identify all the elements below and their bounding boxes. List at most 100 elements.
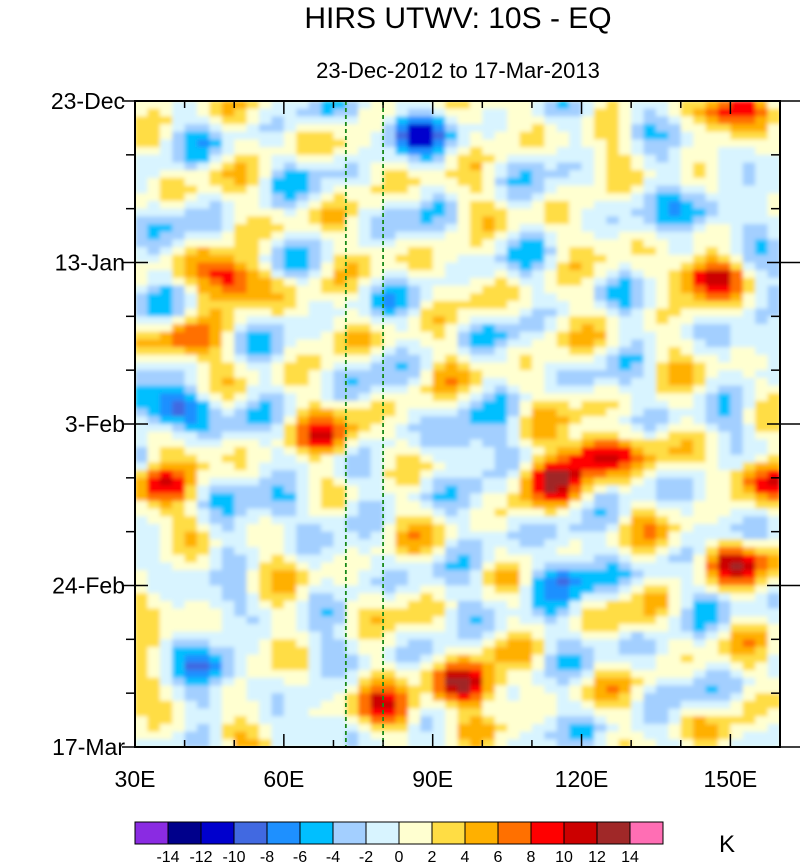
heatmap-cell [445, 470, 459, 479]
heatmap-cell [395, 247, 409, 256]
heatmap-cell [420, 424, 434, 433]
heatmap-cell [581, 193, 595, 202]
heatmap-cell [345, 424, 359, 433]
heatmap-cell [271, 331, 285, 340]
heatmap-cell [668, 516, 682, 525]
heatmap-cell [569, 639, 583, 648]
heatmap-cell [569, 177, 583, 187]
heatmap-cell [420, 554, 434, 564]
heatmap-cell [482, 154, 496, 164]
heatmap-cell [234, 385, 248, 394]
heatmap-cell [333, 439, 347, 448]
heatmap-cell [159, 154, 173, 164]
heatmap-cell [581, 477, 595, 487]
heatmap-cell [519, 370, 533, 379]
heatmap-cell [271, 308, 285, 317]
heatmap-cell [457, 270, 471, 279]
heatmap-cell [693, 585, 707, 594]
heatmap-cell [283, 377, 297, 387]
heatmap-cell [135, 662, 148, 671]
heatmap-cell [370, 224, 384, 233]
heatmap-cell [345, 470, 359, 479]
heatmap-cell [631, 462, 645, 471]
heatmap-cell [184, 554, 198, 564]
heatmap-cell [259, 462, 273, 471]
heatmap-cell [717, 600, 731, 610]
heatmap-cell [147, 208, 161, 217]
heatmap-cell [755, 608, 769, 617]
heatmap-cell [606, 623, 620, 633]
heatmap-cell [519, 124, 533, 133]
heatmap-cell [283, 147, 297, 156]
heatmap-cell [445, 608, 459, 617]
heatmap-cell [383, 393, 397, 402]
heatmap-cell [221, 693, 235, 702]
heatmap-cell [680, 470, 694, 479]
heatmap-cell [544, 700, 558, 710]
heatmap-cell [147, 647, 161, 656]
heatmap-cell [519, 362, 533, 371]
heatmap-cell [271, 385, 285, 394]
heatmap-cell [358, 485, 372, 494]
heatmap-cell [593, 177, 607, 187]
heatmap-cell [308, 600, 322, 610]
heatmap-cell [147, 385, 161, 394]
heatmap-cell [308, 547, 322, 556]
heatmap-cell [234, 108, 248, 117]
heatmap-cell [482, 385, 496, 394]
heatmap-cell [246, 485, 260, 494]
heatmap-cell [494, 662, 508, 671]
heatmap-cell [680, 608, 694, 617]
heatmap-cell [705, 270, 719, 279]
heatmap-cell [370, 324, 384, 333]
heatmap-cell [135, 408, 148, 417]
heatmap-cell [569, 708, 583, 717]
heatmap-cell [742, 654, 756, 663]
heatmap-cell [135, 370, 148, 379]
heatmap-cell [742, 277, 756, 287]
heatmap-cell [383, 200, 397, 210]
heatmap-cell [432, 216, 446, 225]
heatmap-cell [383, 185, 397, 194]
heatmap-cell [432, 600, 446, 610]
heatmap-cell [197, 208, 211, 217]
heatmap-cell [469, 308, 483, 317]
heatmap-cell [581, 739, 595, 747]
heatmap-cell [172, 270, 186, 279]
colorbar-swatch [563, 821, 598, 845]
heatmap-cell [469, 685, 483, 694]
heatmap-cell [159, 177, 173, 187]
heatmap-cell [693, 308, 707, 317]
heatmap-cell [407, 285, 421, 294]
heatmap-cell [668, 200, 682, 210]
heatmap-cell [358, 577, 372, 587]
heatmap-cell [370, 739, 384, 747]
heatmap-cell [531, 131, 545, 141]
heatmap-cell [259, 493, 273, 502]
colorbar-swatch [332, 821, 367, 845]
heatmap-cell [618, 216, 632, 225]
y-tick-label: 23-Dec [51, 88, 125, 114]
heatmap-cell [296, 477, 310, 487]
heatmap-cell [135, 116, 148, 125]
heatmap-cell [383, 354, 397, 364]
heatmap-cell [680, 554, 694, 564]
heatmap-cell [717, 408, 731, 417]
heatmap-cell [271, 170, 285, 179]
heatmap-cell [159, 447, 173, 456]
heatmap-cell [717, 454, 731, 464]
heatmap-cell [197, 162, 211, 171]
heatmap-cell [370, 331, 384, 340]
heatmap-cell [680, 685, 694, 694]
heatmap-cell [556, 585, 570, 594]
heatmap-cell [407, 339, 421, 348]
heatmap-cell [693, 547, 707, 556]
heatmap-cell [507, 493, 521, 502]
heatmap-cell [767, 101, 780, 110]
heatmap-cell [569, 324, 583, 333]
heatmap-cell [569, 270, 583, 279]
heatmap-cell [383, 454, 397, 464]
heatmap-cell [135, 385, 148, 394]
heatmap-cell [730, 723, 744, 733]
heatmap-cell [432, 139, 446, 148]
